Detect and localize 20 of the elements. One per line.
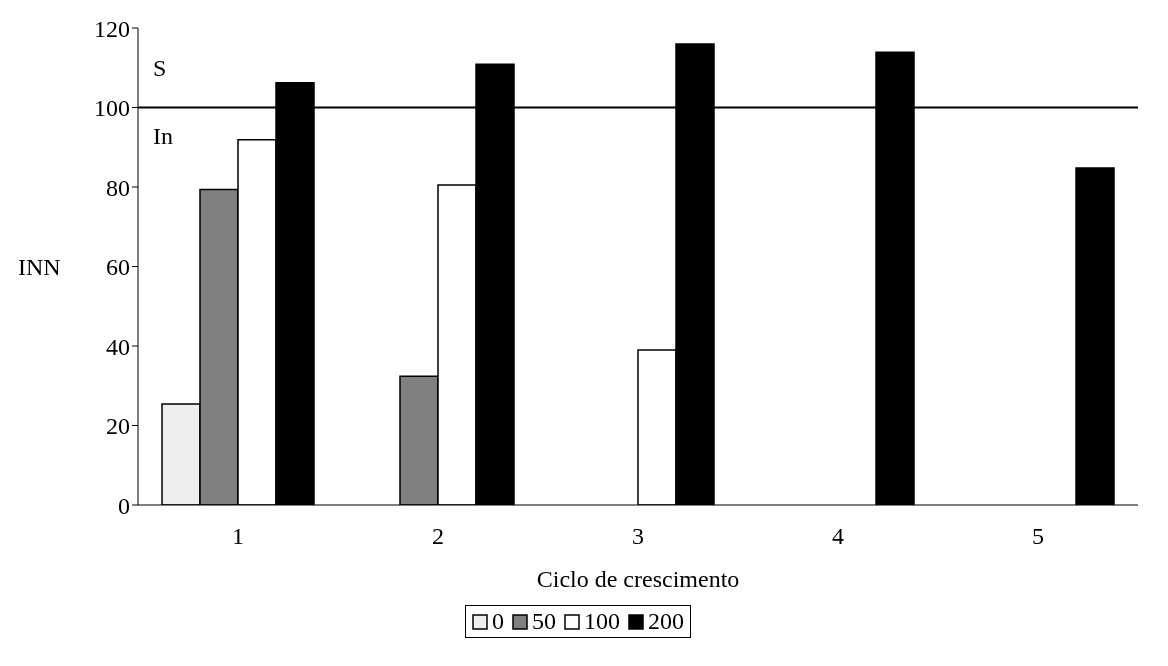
y-axis-title: INN: [18, 254, 61, 281]
legend-label: 100: [583, 608, 620, 635]
y-tick-label: 100: [94, 95, 130, 122]
x-tick-label: 2: [432, 523, 444, 550]
y-tick-label: 60: [106, 254, 130, 281]
y-tick-label: 0: [118, 492, 130, 519]
legend-label: 50: [531, 608, 556, 635]
legend-label: 200: [647, 608, 684, 635]
x-axis-title: Ciclo de crescimento: [536, 566, 740, 592]
annotation: S: [153, 54, 167, 82]
y-tick-label: 80: [106, 174, 130, 201]
x-tick-label: 4: [832, 523, 844, 550]
x-tick-label: 1: [232, 523, 244, 550]
legend-label: 0: [491, 608, 504, 635]
y-tick-label: 40: [106, 333, 130, 360]
y-tick-label: 120: [94, 15, 130, 42]
x-tick-label: 3: [632, 523, 644, 550]
y-tick-label: 20: [106, 413, 130, 440]
annotation: In: [153, 122, 173, 150]
x-tick-label: 5: [1032, 523, 1044, 550]
